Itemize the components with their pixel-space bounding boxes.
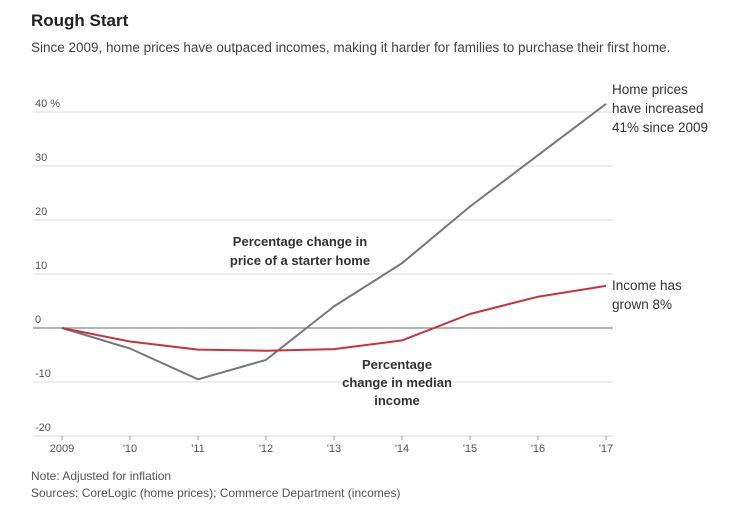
y-tick-label: 0 — [35, 314, 41, 326]
y-tick-label: 30 — [35, 152, 47, 164]
x-tick-label: '17 — [599, 443, 613, 455]
x-tick-label: '12 — [259, 443, 273, 455]
income-end-annotation: Income has grown 8% — [612, 278, 682, 312]
y-tick-label: -10 — [35, 368, 51, 380]
x-tick-label: 2009 — [50, 443, 74, 455]
x-tick-label: '10 — [123, 443, 137, 455]
chart-note: Note: Adjusted for inflation — [31, 469, 172, 483]
home-end-annotation: Home prices have increased 41% since 2009 — [612, 82, 708, 135]
x-tick-label: '16 — [531, 443, 545, 455]
income-series-label: Percentage change in median income — [342, 357, 452, 408]
y-tick-label: 40 % — [35, 98, 60, 110]
x-tick-label: '15 — [463, 443, 477, 455]
y-tick-label: -20 — [35, 422, 51, 434]
home-price-line — [61, 103, 607, 381]
chart-subtitle: Since 2009, home prices have outpaced in… — [31, 40, 671, 55]
y-tick-label: 10 — [35, 260, 47, 272]
chart-source: Sources: CoreLogic (home prices); Commer… — [31, 486, 401, 500]
x-tick-label: '11 — [191, 443, 205, 455]
income-price-line — [61, 284, 607, 352]
x-tick-label: '13 — [327, 443, 341, 455]
y-tick-label: 20 — [35, 206, 47, 218]
home-series-label: Percentage change in price of a starter h… — [230, 234, 370, 268]
x-tick-label: '14 — [395, 443, 409, 455]
chart-title: Rough Start — [31, 11, 129, 30]
